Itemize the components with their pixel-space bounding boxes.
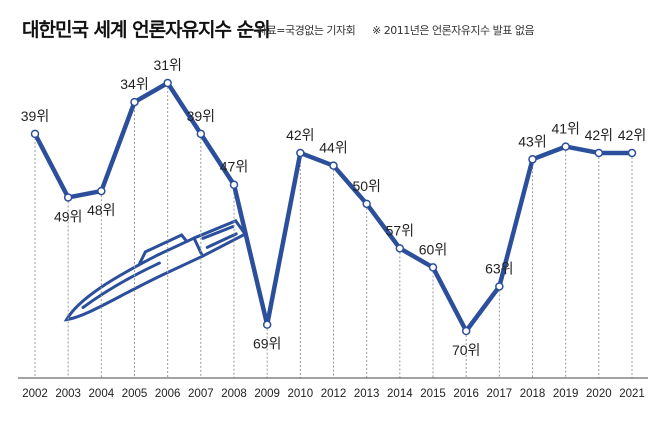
data-point <box>130 97 139 107</box>
x-tick-label: 2017 <box>487 388 513 400</box>
data-point <box>229 180 239 189</box>
data-label: 31위 <box>153 57 181 73</box>
data-point <box>97 186 106 196</box>
data-point <box>30 129 40 139</box>
data-point <box>395 244 405 253</box>
chart-title: 대한민국 세계 언론자유지수 순위 <box>22 19 271 41</box>
data-point <box>196 129 206 139</box>
x-tick-label: 2010 <box>288 388 314 400</box>
data-label: 42위 <box>618 127 646 143</box>
x-tick-label: 2007 <box>188 388 214 400</box>
data-point <box>262 320 272 329</box>
data-label: 39위 <box>187 108 215 124</box>
x-tick-label: 2012 <box>321 388 347 400</box>
x-tick-label: 2005 <box>122 388 148 400</box>
data-label: 44위 <box>319 140 347 156</box>
x-tick-label: 2009 <box>254 388 280 400</box>
data-label: 60위 <box>419 241 447 257</box>
source-text: 자료=국경없는 기자회 <box>257 24 356 37</box>
data-point <box>428 263 438 272</box>
data-point <box>561 142 570 151</box>
data-label: 50위 <box>352 178 380 194</box>
x-tick-label: 2014 <box>387 388 413 400</box>
data-point <box>362 199 371 209</box>
x-tick-label: 2006 <box>155 388 181 400</box>
data-label: 41위 <box>551 121 579 137</box>
data-label: 70위 <box>452 342 480 358</box>
x-tick-label: 2008 <box>221 388 247 400</box>
data-point <box>296 148 305 158</box>
x-tick-label: 2003 <box>55 388 81 400</box>
data-point <box>461 326 471 336</box>
data-label: 42위 <box>585 127 613 143</box>
x-tick-label: 2004 <box>89 388 115 400</box>
x-tick-label: 2013 <box>354 388 380 400</box>
pen-illustration <box>63 219 248 322</box>
x-tick-label: 2020 <box>586 388 612 400</box>
data-label: 57위 <box>386 222 414 238</box>
data-point <box>163 78 172 88</box>
data-label: 49위 <box>54 208 82 224</box>
data-point <box>627 148 637 158</box>
x-tick-label: 2015 <box>420 388 446 400</box>
data-point <box>528 155 537 164</box>
x-tick-label: 2018 <box>520 388 546 400</box>
data-label: 42위 <box>286 127 314 143</box>
data-label: 69위 <box>253 336 281 352</box>
data-point <box>594 148 604 158</box>
note-text: ※ 2011년은 언론자유지수 발표 없음 <box>372 24 535 37</box>
x-tick-label: 2002 <box>22 388 48 400</box>
data-point <box>329 161 338 170</box>
data-label: 39위 <box>21 108 49 124</box>
x-tick-label: 2019 <box>553 388 579 400</box>
x-tick-label: 2021 <box>619 388 645 400</box>
data-point <box>63 193 73 202</box>
data-label: 47위 <box>220 159 248 175</box>
x-tick-label: 2016 <box>453 388 479 400</box>
data-label: 43위 <box>518 133 546 149</box>
data-label: 34위 <box>120 76 148 92</box>
data-label: 48위 <box>87 202 115 218</box>
data-label: 63위 <box>485 260 513 276</box>
data-point <box>495 282 504 291</box>
